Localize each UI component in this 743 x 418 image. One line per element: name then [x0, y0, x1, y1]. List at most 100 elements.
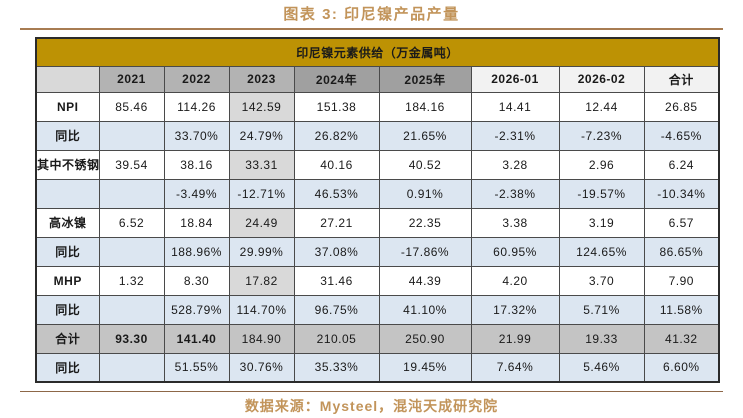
table-cell: [98, 236, 165, 267]
row-label: 同比: [35, 120, 100, 151]
table-cell: 31.46: [293, 265, 380, 296]
header-cell-2024年: 2024年: [293, 65, 380, 93]
table-cell: 11.58%: [643, 294, 720, 325]
figure-title: 图表 3: 印尼镍产品产量: [283, 6, 460, 23]
table-cell: 27.21: [293, 207, 380, 238]
header-cell-2021: 2021: [98, 65, 165, 93]
table-cell: 24.49: [228, 207, 295, 238]
row-label: 合计: [35, 323, 100, 354]
table-row: MHP 1.32 8.30 17.82 31.46 44.39 4.20 3.70 7.90: [35, 265, 720, 296]
table-cell: -17.86%: [378, 236, 472, 267]
table-cell: 46.53%: [293, 178, 380, 209]
table-cell: 44.39: [378, 265, 472, 296]
table-cell: 86.65%: [643, 236, 720, 267]
table-cell: 3.38: [470, 207, 560, 238]
nickel-supply-table: 印尼镍元素供给（万金属吨） 2021 2022 2023 2024年 2025年 2026…: [35, 37, 721, 383]
table-cell: 41.32: [643, 323, 720, 354]
table-row: 同比 33.70% 24.79% 26.82% 21.65% -2.31% -7.23% -4…: [35, 120, 720, 151]
table-cell: 7.64%: [470, 352, 560, 383]
table-cell: 142.59: [228, 91, 295, 122]
title-divider: [20, 28, 723, 30]
table-cell: -3.49%: [163, 178, 230, 209]
table-cell: 18.84: [163, 207, 230, 238]
table-cell: 14.41: [470, 91, 560, 122]
row-label: 同比: [35, 294, 100, 325]
table-cell: 22.35: [378, 207, 472, 238]
table-cell: 250.90: [378, 323, 472, 354]
table-cell: 29.99%: [228, 236, 295, 267]
table-cell: 38.16: [163, 149, 230, 180]
table-cell: 0.91%: [378, 178, 472, 209]
table-cell: 96.75%: [293, 294, 380, 325]
table-cell: 3.70: [558, 265, 645, 296]
table-cell: 12.44: [558, 91, 645, 122]
table-cell: 17.32%: [470, 294, 560, 325]
table-caption: 印尼镍元素供给（万金属吨）: [35, 37, 720, 67]
table-cell: 60.95%: [470, 236, 560, 267]
table-cell: 85.46: [98, 91, 165, 122]
table-cell: 151.38: [293, 91, 380, 122]
table-cell: 26.85: [643, 91, 720, 122]
table-cell: 8.30: [163, 265, 230, 296]
table-cell: [98, 178, 165, 209]
table-cell: -7.23%: [558, 120, 645, 151]
table-cell: 21.65%: [378, 120, 472, 151]
row-label: NPI: [35, 91, 100, 122]
table-cell: 141.40: [163, 323, 230, 354]
table-cell: 184.16: [378, 91, 472, 122]
table-cell: -2.31%: [470, 120, 560, 151]
table-row: NPI 85.46 114.26 142.59 151.38 184.16 14.41 12.…: [35, 91, 720, 122]
table-header-row: 2021 2022 2023 2024年 2025年 2026-01 2026-02 合计: [35, 65, 720, 93]
table-cell: 24.79%: [228, 120, 295, 151]
table-cell: 33.70%: [163, 120, 230, 151]
table-cell: 5.46%: [558, 352, 645, 383]
header-cell-2023: 2023: [228, 65, 295, 93]
table-cell: 4.20: [470, 265, 560, 296]
table-cell: 26.82%: [293, 120, 380, 151]
header-cell-2022: 2022: [163, 65, 230, 93]
table-cell: 6.60%: [643, 352, 720, 383]
table-cell: 19.33: [558, 323, 645, 354]
footer-divider: [20, 391, 723, 392]
table-cell: 114.26: [163, 91, 230, 122]
table-cell: 114.70%: [228, 294, 295, 325]
header-cell-合计: 合计: [643, 65, 720, 93]
table-cell: [98, 294, 165, 325]
table-cell: 184.90: [228, 323, 295, 354]
table-cell: 51.55%: [163, 352, 230, 383]
table-caption-row: 印尼镍元素供给（万金属吨）: [35, 37, 720, 67]
table-cell: -10.34%: [643, 178, 720, 209]
table-cell: 5.71%: [558, 294, 645, 325]
table-cell: -19.57%: [558, 178, 645, 209]
row-label: 同比: [35, 352, 100, 383]
table-cell: [98, 352, 165, 383]
table-row: 其中不锈钢 39.54 38.16 33.31 40.16 40.52 3.28 2.96 6.…: [35, 149, 720, 180]
table-cell: 6.52: [98, 207, 165, 238]
table-cell: -12.71%: [228, 178, 295, 209]
table-cell: 39.54: [98, 149, 165, 180]
table-cell: 7.90: [643, 265, 720, 296]
table-cell: 17.82: [228, 265, 295, 296]
data-source-note: 数据来源：Mysteel，混沌天成研究院: [244, 398, 499, 414]
table-row: 高冰镍 6.52 18.84 24.49 27.21 22.35 3.38 3.19 6.57: [35, 207, 720, 238]
table-cell: -2.38%: [470, 178, 560, 209]
table-row: 同比 188.96% 29.99% 37.08% -17.86% 60.95% 124.65…: [35, 236, 720, 267]
table-cell: 40.16: [293, 149, 380, 180]
table-cell: 1.32: [98, 265, 165, 296]
table-cell: 3.28: [470, 149, 560, 180]
header-cell-2026-01: 2026-01: [470, 65, 560, 93]
table-cell: 19.45%: [378, 352, 472, 383]
table-cell: 528.79%: [163, 294, 230, 325]
table-cell: 41.10%: [378, 294, 472, 325]
header-cell-2025年: 2025年: [378, 65, 472, 93]
table-row: -3.49% -12.71% 46.53% 0.91% -2.38% -19.57% -10…: [35, 178, 720, 209]
table-cell: 40.52: [378, 149, 472, 180]
table-cell: 2.96: [558, 149, 645, 180]
table-cell: 3.19: [558, 207, 645, 238]
table-cell: 6.24: [643, 149, 720, 180]
table-cell: 210.05: [293, 323, 380, 354]
row-label: [35, 178, 100, 209]
table-cell: 35.33%: [293, 352, 380, 383]
row-label: MHP: [35, 265, 100, 296]
table-cell: 30.76%: [228, 352, 295, 383]
